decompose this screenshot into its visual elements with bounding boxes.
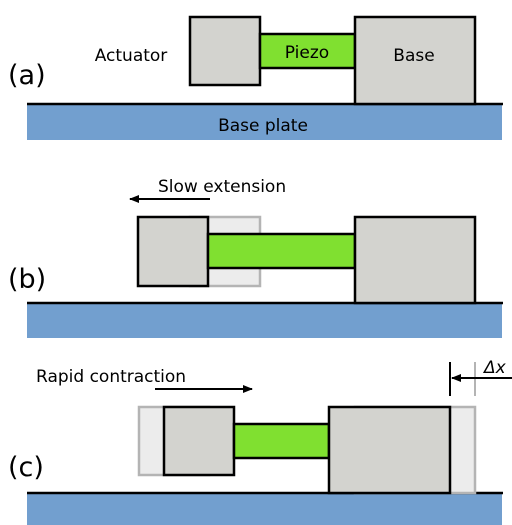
base-block bbox=[329, 407, 450, 493]
diagram: Actuator Piezo Base (a) Base plate Slow … bbox=[0, 0, 512, 525]
plate-label: Base plate bbox=[218, 116, 308, 136]
panel-label: (b) bbox=[8, 264, 46, 295]
actuator-label: Actuator bbox=[95, 46, 168, 66]
actuator-block bbox=[190, 17, 260, 85]
base-plate bbox=[27, 493, 502, 525]
piezo-label: Piezo bbox=[285, 43, 329, 63]
panel-b: Slow extension (b) bbox=[8, 177, 503, 338]
piezo bbox=[208, 234, 355, 268]
base-label: Base bbox=[393, 46, 434, 66]
panel-c: Rapid contraction Δx (c) bbox=[8, 358, 512, 525]
piezo bbox=[234, 424, 329, 458]
motion-label: Rapid contraction bbox=[36, 367, 186, 387]
actuator-block bbox=[138, 217, 208, 286]
panel-label: (a) bbox=[8, 60, 46, 91]
displacement-label: Δx bbox=[482, 358, 507, 378]
panel-a: Actuator Piezo Base (a) Base plate bbox=[8, 17, 503, 140]
motion-label: Slow extension bbox=[158, 177, 286, 197]
base-block bbox=[355, 217, 475, 303]
panel-label: (c) bbox=[8, 452, 44, 483]
base-plate bbox=[27, 303, 502, 338]
actuator-block bbox=[164, 407, 234, 475]
